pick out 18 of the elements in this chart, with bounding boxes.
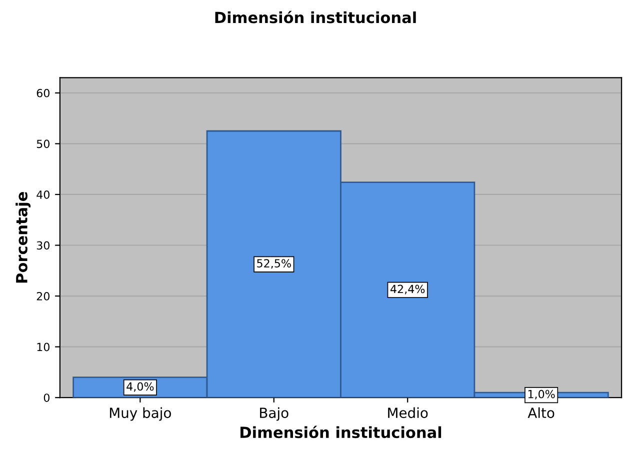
data-label: 1,0% — [528, 390, 555, 400]
data-label: 42,4% — [390, 284, 425, 294]
x-tick-label: Medio — [388, 407, 428, 418]
y-tick-label: 20 — [36, 292, 50, 300]
y-tick-label: 10 — [37, 342, 50, 352]
y-tick-label: 30 — [36, 241, 50, 250]
y-axis-title: Porcentaje — [16, 192, 31, 283]
x-tick-label: Bajo — [260, 407, 288, 421]
x-tick-label: Muy bajo — [110, 407, 171, 421]
y-tick-label: 40 — [36, 190, 50, 199]
x-tick-label: Alto — [528, 407, 554, 418]
data-label: 52,5% — [257, 259, 291, 269]
y-tick-label: 0 — [44, 394, 50, 402]
chart-title: Dimensión institucional — [215, 10, 416, 24]
data-label: 4,0% — [126, 382, 154, 392]
x-axis-title: Dimensión institucional — [240, 426, 442, 438]
y-tick-label: 50 — [36, 140, 50, 148]
y-tick-label: 60 — [36, 88, 50, 98]
